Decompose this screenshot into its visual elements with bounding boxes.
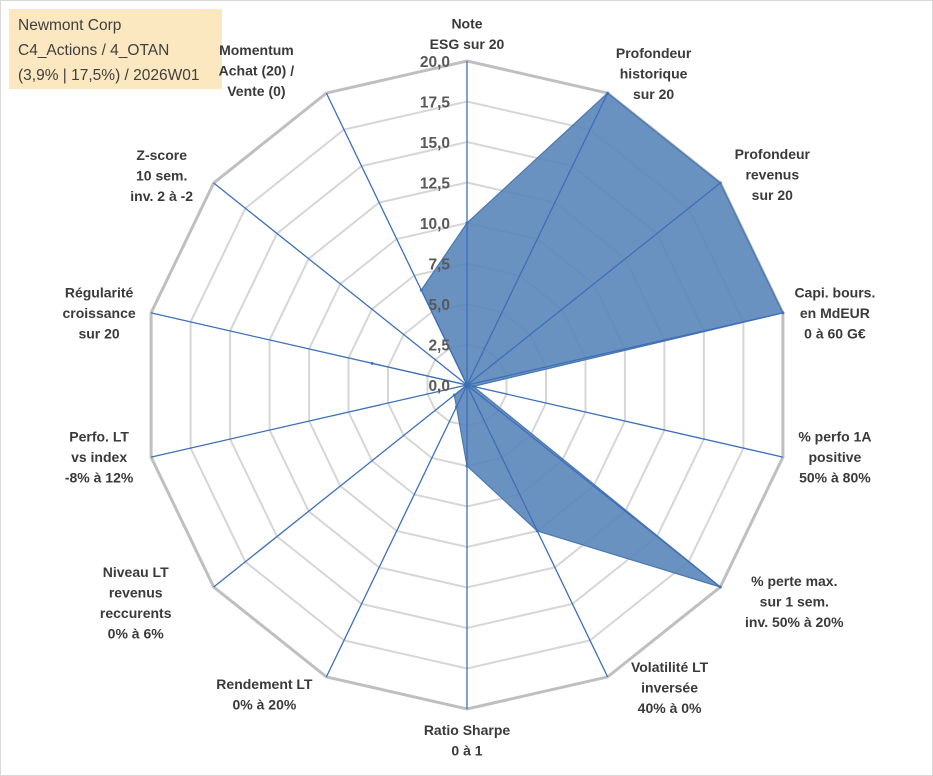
axis-label-line: 40% à 0% xyxy=(638,700,702,716)
tick-label: 17,5 xyxy=(420,95,451,112)
tick-label: 0,0 xyxy=(428,378,450,395)
axis-label-line: Momentum xyxy=(219,42,294,58)
axis-label-line: Volatilité LT xyxy=(631,659,709,675)
axis-label-line: sur 1 sem. xyxy=(760,594,829,610)
axis-label-line: revenus xyxy=(745,167,799,183)
axis-spoke xyxy=(466,384,784,458)
axis-label-line: Profondeur xyxy=(735,146,811,162)
tick-label: 5,0 xyxy=(428,297,450,314)
axis-label-line: croissance xyxy=(63,305,136,321)
radar-tick-labels: 0,0 2,5 5,0 7,5 10,0 12,5 15,0 17,5 20,0 xyxy=(420,54,451,395)
axis-spoke xyxy=(325,92,468,386)
axis-label: % perte max. sur 1 sem. inv. 50% à 20% xyxy=(745,573,844,630)
axis-label-line: Achat (20) / xyxy=(219,63,295,79)
axis-label-line: 0% à 20% xyxy=(232,696,296,712)
axis-label: Régularité croissance sur 20 xyxy=(63,284,136,341)
axis-label-line: Capi. bours. xyxy=(794,284,875,300)
axis-label: Volatilité LT inversée 40% à 0% xyxy=(631,659,709,716)
info-period: (3,9% | 17,5%) / 2026W01 xyxy=(18,67,200,84)
axis-spoke xyxy=(150,384,468,458)
axis-label-line: vs index xyxy=(71,449,127,465)
axis-label-line: revenus xyxy=(109,585,163,601)
axis-spoke xyxy=(325,384,468,678)
axis-spoke xyxy=(466,384,609,678)
axis-label-line: Rendement LT xyxy=(216,676,313,692)
axis-label-line: positive xyxy=(808,449,861,465)
axis-label-line: -8% à 12% xyxy=(65,470,134,486)
axis-label: Profondeur historique sur 20 xyxy=(616,45,692,102)
axis-spoke xyxy=(213,182,468,386)
axis-label: Rendement LT 0% à 20% xyxy=(216,676,313,713)
info-category: C4_Actions / 4_OTAN xyxy=(18,42,170,59)
axis-label-line: sur 20 xyxy=(78,325,119,341)
axis-label-line: inversée xyxy=(641,679,698,695)
axis-label: Z-score 10 sem. inv. 2 à -2 xyxy=(130,147,193,204)
axis-label-line: 0% à 6% xyxy=(108,626,165,642)
axis-label-line: reccurents xyxy=(100,605,172,621)
axis-label-line: Ratio Sharpe xyxy=(424,722,511,738)
axis-spoke xyxy=(466,182,721,386)
axis-spoke xyxy=(213,384,468,588)
tick-label: 10,0 xyxy=(420,216,450,233)
axis-label: Capi. bours. en MdEUR 0 à 60 G€ xyxy=(794,284,875,341)
axis-label: Note ESG sur 20 xyxy=(430,16,505,53)
axis-label-line: Vente (0) xyxy=(227,83,285,99)
tick-label: 12,5 xyxy=(420,176,451,193)
info-box: Newmont Corp C4_Actions / 4_OTAN (3,9% |… xyxy=(9,9,222,89)
axis-label: Niveau LT revenus reccurents 0% à 6% xyxy=(100,564,172,642)
axis-label-line: 50% à 80% xyxy=(799,470,871,486)
axis-label-line: ESG sur 20 xyxy=(430,36,505,52)
axis-label-line: inv. 50% à 20% xyxy=(745,614,844,630)
axis-label-line: % perte max. xyxy=(751,573,837,589)
axis-spoke xyxy=(150,312,468,386)
axis-label: Momentum Achat (20) / Vente (0) xyxy=(219,42,295,99)
radar-spokes xyxy=(150,61,784,709)
axis-spoke xyxy=(466,92,609,386)
axis-label-line: en MdEUR xyxy=(800,305,870,321)
tick-label: 15,0 xyxy=(420,135,450,152)
axis-label: Profondeur revenus sur 20 xyxy=(735,146,811,203)
axis-label-line: sur 20 xyxy=(633,86,674,102)
axis-label: % perfo 1A positive 50% à 80% xyxy=(798,429,871,486)
axis-spoke xyxy=(466,312,784,386)
axis-label-line: Note xyxy=(451,16,482,32)
axis-label-line: Z-score xyxy=(136,147,187,163)
axis-label-line: Perfo. LT xyxy=(69,429,129,445)
axis-label-line: sur 20 xyxy=(752,187,793,203)
axis-label-line: 0 à 1 xyxy=(451,743,482,759)
axis-label-line: Régularité xyxy=(65,284,134,300)
axis-spoke xyxy=(466,384,721,588)
tick-label: 20,0 xyxy=(420,54,450,71)
axis-label-line: 10 sem. xyxy=(136,168,187,184)
axis-label: Perfo. LT vs index -8% à 12% xyxy=(65,429,134,486)
axis-label-line: 0 à 60 G€ xyxy=(804,325,866,341)
radar-axis-labels: Note ESG sur 20 Profondeur historique sur 20… xyxy=(63,16,876,759)
tick-label: 7,5 xyxy=(428,257,450,274)
axis-label-line: historique xyxy=(620,66,688,82)
axis-label-line: Niveau LT xyxy=(103,564,169,580)
axis-label-line: % perfo 1A xyxy=(798,429,871,445)
tick-label: 2,5 xyxy=(428,338,450,355)
axis-label-line: inv. 2 à -2 xyxy=(130,188,193,204)
axis-label-line: Profondeur xyxy=(616,45,692,61)
axis-label: Ratio Sharpe 0 à 1 xyxy=(424,722,511,759)
info-company: Newmont Corp xyxy=(18,17,122,34)
